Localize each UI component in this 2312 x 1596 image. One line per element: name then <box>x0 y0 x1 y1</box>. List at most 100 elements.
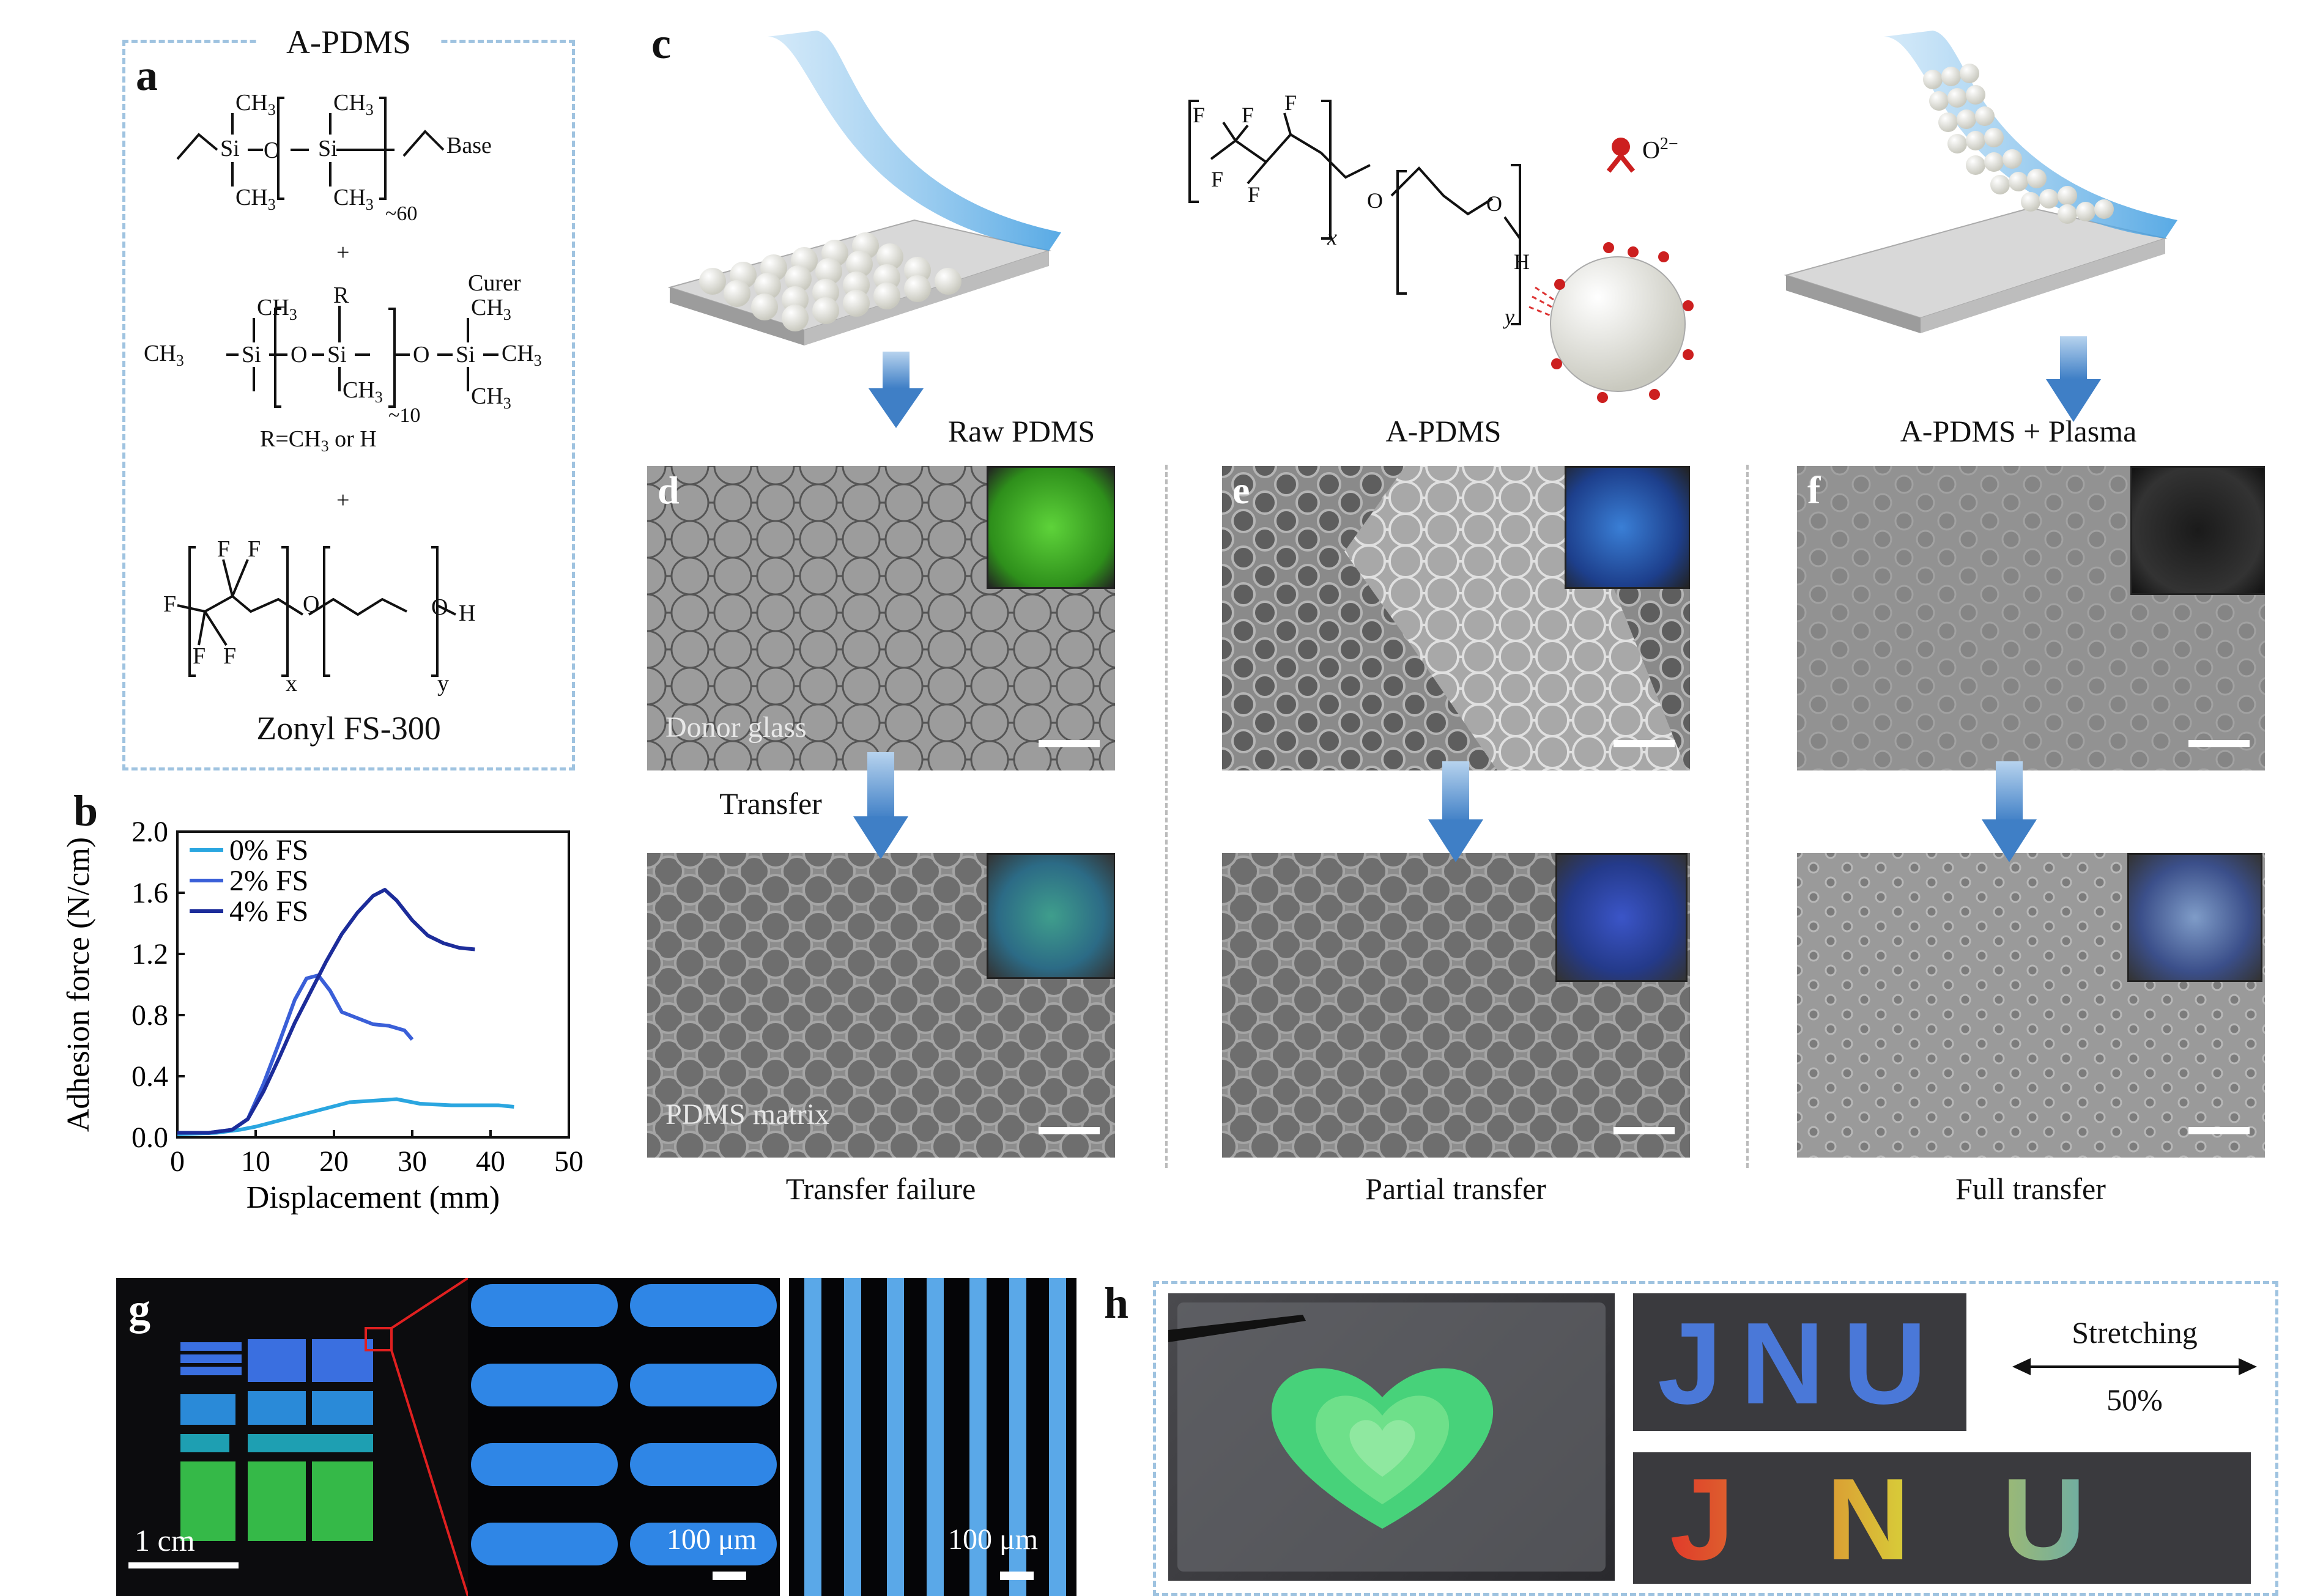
ion-charge: 2− <box>1659 135 1678 153</box>
stretch-double-arrow <box>2012 1358 2257 1375</box>
panel-f-letter: f <box>1807 468 1821 512</box>
inset-d-bottom <box>987 853 1115 979</box>
x-tick-label: 20 <box>319 1145 349 1178</box>
inset-e-top <box>1565 466 1690 589</box>
scalebar-d-bottom <box>1039 1127 1100 1134</box>
svg-text:O: O <box>413 342 429 368</box>
svg-text:CH3: CH3 <box>257 295 297 323</box>
arrow-d <box>853 752 908 859</box>
title-a-pdms: A-PDMS <box>1385 414 1502 448</box>
scale-100um-1: 100 μm <box>667 1523 757 1556</box>
svg-text:+: + <box>336 240 349 265</box>
ion-symbol: O <box>1642 136 1660 164</box>
inset-f-top <box>2130 466 2265 595</box>
svg-text:H: H <box>1514 249 1530 274</box>
transfer-label: Transfer <box>719 786 822 821</box>
svg-text:F: F <box>248 536 261 562</box>
stretch-percent: 50% <box>2106 1383 2163 1417</box>
svg-text:CH3: CH3 <box>235 185 276 213</box>
x-tick-label: 50 <box>554 1145 584 1178</box>
svg-text:O: O <box>1486 191 1502 216</box>
legend-label-0: 0% FS <box>229 834 308 866</box>
svg-text:CH3: CH3 <box>333 185 374 213</box>
svg-text:+: + <box>336 487 349 513</box>
scalebar-e-top <box>1614 740 1675 747</box>
y-tick-label: 0.4 <box>132 1060 168 1093</box>
schematic-molecule: F F F F F x O O y H <box>1188 91 1694 403</box>
svg-text:R: R <box>333 283 349 308</box>
scale-1cm: 1 cm <box>135 1523 195 1557</box>
panel-c-letter: c <box>651 19 671 68</box>
schematic-plasma <box>1784 31 2177 422</box>
jnu-stretched-text: JNU <box>1670 1455 2178 1584</box>
inset-f-bottom <box>2127 853 2262 982</box>
x-tick-label: 10 <box>241 1145 270 1178</box>
panel-b-letter: b <box>73 786 98 835</box>
title-raw-pdms: Raw PDMS <box>947 414 1095 448</box>
svg-text:CH3: CH3 <box>235 90 276 119</box>
svg-text:CH3: CH3 <box>502 341 542 369</box>
series-line-0 <box>177 1097 514 1136</box>
photo-g-main: 1 cm <box>116 1278 468 1596</box>
svg-text:CH3: CH3 <box>343 377 383 406</box>
svg-text:O: O <box>1367 188 1383 213</box>
panel-d-letter: d <box>658 468 680 512</box>
panel-a-box-title: A-PDMS <box>257 23 440 61</box>
series-line-1 <box>177 973 414 1135</box>
svg-text:~10: ~10 <box>388 404 420 427</box>
result-transfer-failure: Transfer failure <box>785 1172 976 1206</box>
y-tick-label: 0.0 <box>132 1121 168 1154</box>
legend-label-1: 2% FS <box>229 865 308 897</box>
svg-text:F: F <box>217 536 230 562</box>
panel-a-structures: CH3 Si CH3 O Si CH3 CH3 ~60 Base + Curer… <box>144 90 542 696</box>
y-tick-label: 1.6 <box>132 877 168 909</box>
panel-h-letter: h <box>1104 1279 1129 1328</box>
svg-text:y: y <box>1503 305 1514 329</box>
svg-text:O: O <box>431 594 448 620</box>
svg-text:Si: Si <box>318 136 338 161</box>
svg-text:F: F <box>193 643 206 669</box>
svg-text:~60: ~60 <box>385 202 417 225</box>
x-axis-label: Displacement (mm) <box>246 1180 500 1215</box>
arrow-f <box>1982 761 2037 862</box>
svg-text:F: F <box>1193 103 1205 127</box>
sem-f-top <box>1797 466 2265 770</box>
photo-jnu-relaxed: JNU <box>1633 1293 1966 1431</box>
oxygen-ion-label: O2− <box>1642 135 1678 164</box>
schematic-raw-pdms <box>667 31 1061 428</box>
y-tick-label: 0.8 <box>132 999 168 1032</box>
jnu-relaxed-text: JNU <box>1658 1299 1946 1428</box>
y-axis-label: Adhesion force (N/cm) <box>61 837 96 1132</box>
sem-d-top: Donor glass <box>647 466 1115 770</box>
x-tick-label: 40 <box>476 1145 505 1178</box>
scalebar-d-top <box>1039 740 1100 747</box>
scale-100um-2: 100 μm <box>948 1523 1039 1556</box>
panel-a-letter: a <box>136 51 158 100</box>
svg-text:F: F <box>223 643 236 669</box>
title-a-pdms-plasma: A-PDMS + Plasma <box>1900 414 2137 448</box>
svg-text:R=CH3 or H: R=CH3 or H <box>260 426 377 455</box>
inset-e-bottom <box>1555 853 1688 982</box>
sem-d-bottom: PDMS matrix <box>647 853 1115 1158</box>
svg-text:F: F <box>163 591 176 617</box>
y-tick-label: 1.2 <box>132 938 168 970</box>
label-donor-glass: Donor glass <box>665 711 807 744</box>
stretching-label: Stretching <box>2072 1315 2198 1350</box>
svg-text:F: F <box>1242 103 1254 127</box>
result-full-transfer: Full transfer <box>1955 1172 2106 1206</box>
sem-e-bottom <box>1222 853 1690 1158</box>
scalebar-f-top <box>2188 740 2250 747</box>
sem-e-top <box>1222 466 1690 770</box>
svg-text:O: O <box>264 138 280 163</box>
sem-f-bottom <box>1797 853 2265 1158</box>
scalebar-e-bottom <box>1614 1127 1675 1134</box>
svg-text:y: y <box>437 671 449 696</box>
separator-de <box>1165 465 1168 1168</box>
x-tick-label: 0 <box>170 1145 185 1178</box>
x-tick-label: 30 <box>398 1145 427 1178</box>
svg-text:CH3: CH3 <box>333 90 374 119</box>
svg-text:F: F <box>1211 167 1223 191</box>
adhesion-chart: 0 10 20 30 40 50 0.0 0.4 0.8 1.2 1.6 2.0 Displacemen… <box>61 816 584 1215</box>
label-pdms-matrix: PDMS matrix <box>665 1098 830 1131</box>
separator-ef <box>1746 465 1749 1168</box>
